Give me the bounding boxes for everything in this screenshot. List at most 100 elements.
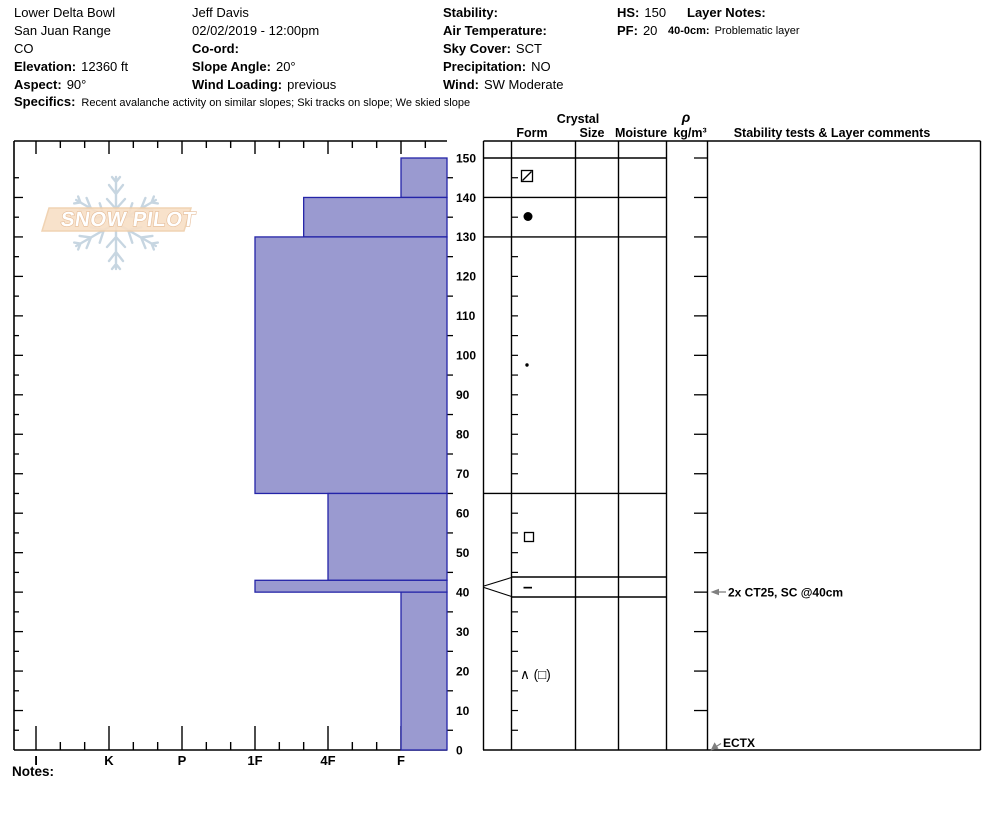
- moisture-column-header: Moisture: [615, 126, 667, 140]
- density-column-ticks: [694, 157, 708, 712]
- crystal-header: Crystal: [557, 112, 599, 126]
- depth-label: 80: [456, 428, 470, 442]
- header-line: San Juan Range: [14, 22, 128, 40]
- field-label: Sky Cover:: [443, 41, 511, 56]
- field-value: CO: [14, 41, 34, 56]
- header-line: CO: [14, 40, 128, 58]
- depth-label: 120: [456, 270, 476, 284]
- snow-layer-bar: [400, 157, 448, 199]
- form-open-square: [523, 531, 535, 543]
- header-line: Aspect: 90°: [14, 76, 128, 94]
- field-value: Lower Delta Bowl: [14, 5, 116, 20]
- header-line: Layer Notes:: [687, 4, 800, 22]
- header-line: Wind Loading: previous: [192, 76, 336, 94]
- hardness-axis-ticks: [35, 141, 427, 750]
- hardness-axis-labels: I K P 1F 4F F: [34, 753, 405, 768]
- specifics-line: Specifics: Recent avalanche activity on s…: [14, 94, 470, 109]
- snow-layer-bar: [254, 579, 448, 593]
- depth-label: 60: [456, 507, 470, 521]
- notes-label: Notes:: [12, 764, 55, 779]
- field-label: Precipitation:: [443, 59, 527, 74]
- field-label: Stability:: [443, 5, 498, 20]
- field-label: Aspect:: [14, 77, 62, 92]
- depth-label: 140: [456, 191, 476, 205]
- depth-label: 150: [456, 151, 476, 165]
- field-value: NO: [531, 59, 551, 74]
- hardness-profile-bars: [254, 157, 448, 751]
- ectx-annotation: ECTX: [723, 736, 755, 750]
- stability-annotations: 2x CT25, SC @40cm ECTX: [710, 585, 843, 751]
- field-label: Wind Loading:: [192, 77, 283, 92]
- field-value: Problematic layer: [714, 25, 800, 37]
- depth-label: 50: [456, 546, 470, 560]
- depth-label: 100: [456, 349, 476, 363]
- header-column-1: Lower Delta Bowl San Juan Range CO Elevatio…: [14, 4, 128, 94]
- form-column-header: Form: [516, 126, 547, 140]
- field-label: Wind:: [443, 77, 479, 92]
- field-value: 90°: [66, 77, 87, 92]
- header-line: HS: 150: [617, 4, 666, 22]
- snow-layer-bar: [254, 236, 448, 495]
- header-line: Air Temperature:: [443, 22, 563, 40]
- field-label: Layer Notes:: [687, 5, 766, 20]
- watermark-band: [40, 207, 193, 232]
- header-line: 02/02/2019 - 12:00pm: [192, 22, 336, 40]
- header-line: Precipitation: NO: [443, 58, 563, 76]
- stability-column-header: Stability tests & Layer comments: [734, 126, 931, 140]
- data-table-grid: [482, 140, 982, 750]
- field-label: HS:: [617, 5, 640, 20]
- field-value: 20°: [275, 59, 296, 74]
- depth-label: 30: [456, 625, 470, 639]
- field-value: 02/02/2019 - 12:00pm: [192, 23, 320, 38]
- density-unit-header: kg/m³: [673, 126, 706, 140]
- field-label: Air Temperature:: [443, 23, 547, 38]
- form-small-dot: [525, 363, 529, 367]
- snow-layer-bar: [327, 492, 448, 581]
- watermark-text: SNOW PILOT: [59, 208, 197, 231]
- header-line: Stability:: [443, 4, 563, 22]
- form-large-dot: [523, 212, 533, 221]
- chart-frame: [13, 140, 981, 751]
- snow-layer-bar: [400, 591, 448, 751]
- depth-label: 90: [456, 388, 470, 402]
- hardness-label: K: [104, 753, 114, 768]
- field-value: SCT: [515, 41, 542, 56]
- field-label: Slope Angle:: [192, 59, 271, 74]
- snow-layer-bar: [303, 196, 448, 238]
- header-column-5: Layer Notes: 40-0cm: Problematic layer: [668, 4, 800, 40]
- header-line: Jeff Davis: [192, 4, 336, 22]
- header-column-3: Stability: Air Temperature: Sky Cover: SCT P…: [443, 4, 563, 94]
- header-column-4: HS: 150 PF: 20: [617, 4, 666, 40]
- header-line: PF: 20: [617, 22, 666, 40]
- header-line: Lower Delta Bowl: [14, 4, 128, 22]
- watermark-text-group: SNOW PILOT: [59, 207, 198, 231]
- header-column-2: Jeff Davis 02/02/2019 - 12:00pm Co-ord: Slo…: [192, 4, 336, 94]
- hardness-label: I: [34, 753, 38, 768]
- hardness-label: 4F: [320, 753, 335, 768]
- header-line: Wind: SW Moderate: [443, 76, 563, 94]
- header-line: Sky Cover: SCT: [443, 40, 563, 58]
- field-value: 150: [644, 5, 667, 20]
- header-line: Elevation: 12360 ft: [14, 58, 128, 76]
- form-column-ticks: [511, 177, 518, 731]
- depth-label: 0: [456, 743, 463, 757]
- field-value: SW Moderate: [483, 77, 564, 92]
- hardness-label: P: [178, 753, 187, 768]
- depth-label: 10: [456, 704, 470, 718]
- depth-axis-ticks: [14, 177, 453, 731]
- field-value: 12360 ft: [81, 59, 129, 74]
- hardness-label: F: [397, 753, 405, 768]
- field-value: San Juan Range: [14, 23, 111, 38]
- field-label: 40-0cm:: [668, 25, 710, 37]
- field-label: PF:: [617, 23, 638, 38]
- header-line: Slope Angle: 20°: [192, 58, 336, 76]
- field-label: Co-ord:: [192, 41, 239, 56]
- specifics-value: Recent avalanche activity on similar slo…: [81, 97, 471, 109]
- header-line: Co-ord:: [192, 40, 336, 58]
- field-label: Elevation:: [14, 59, 77, 74]
- ct-arrow-head: [710, 588, 719, 596]
